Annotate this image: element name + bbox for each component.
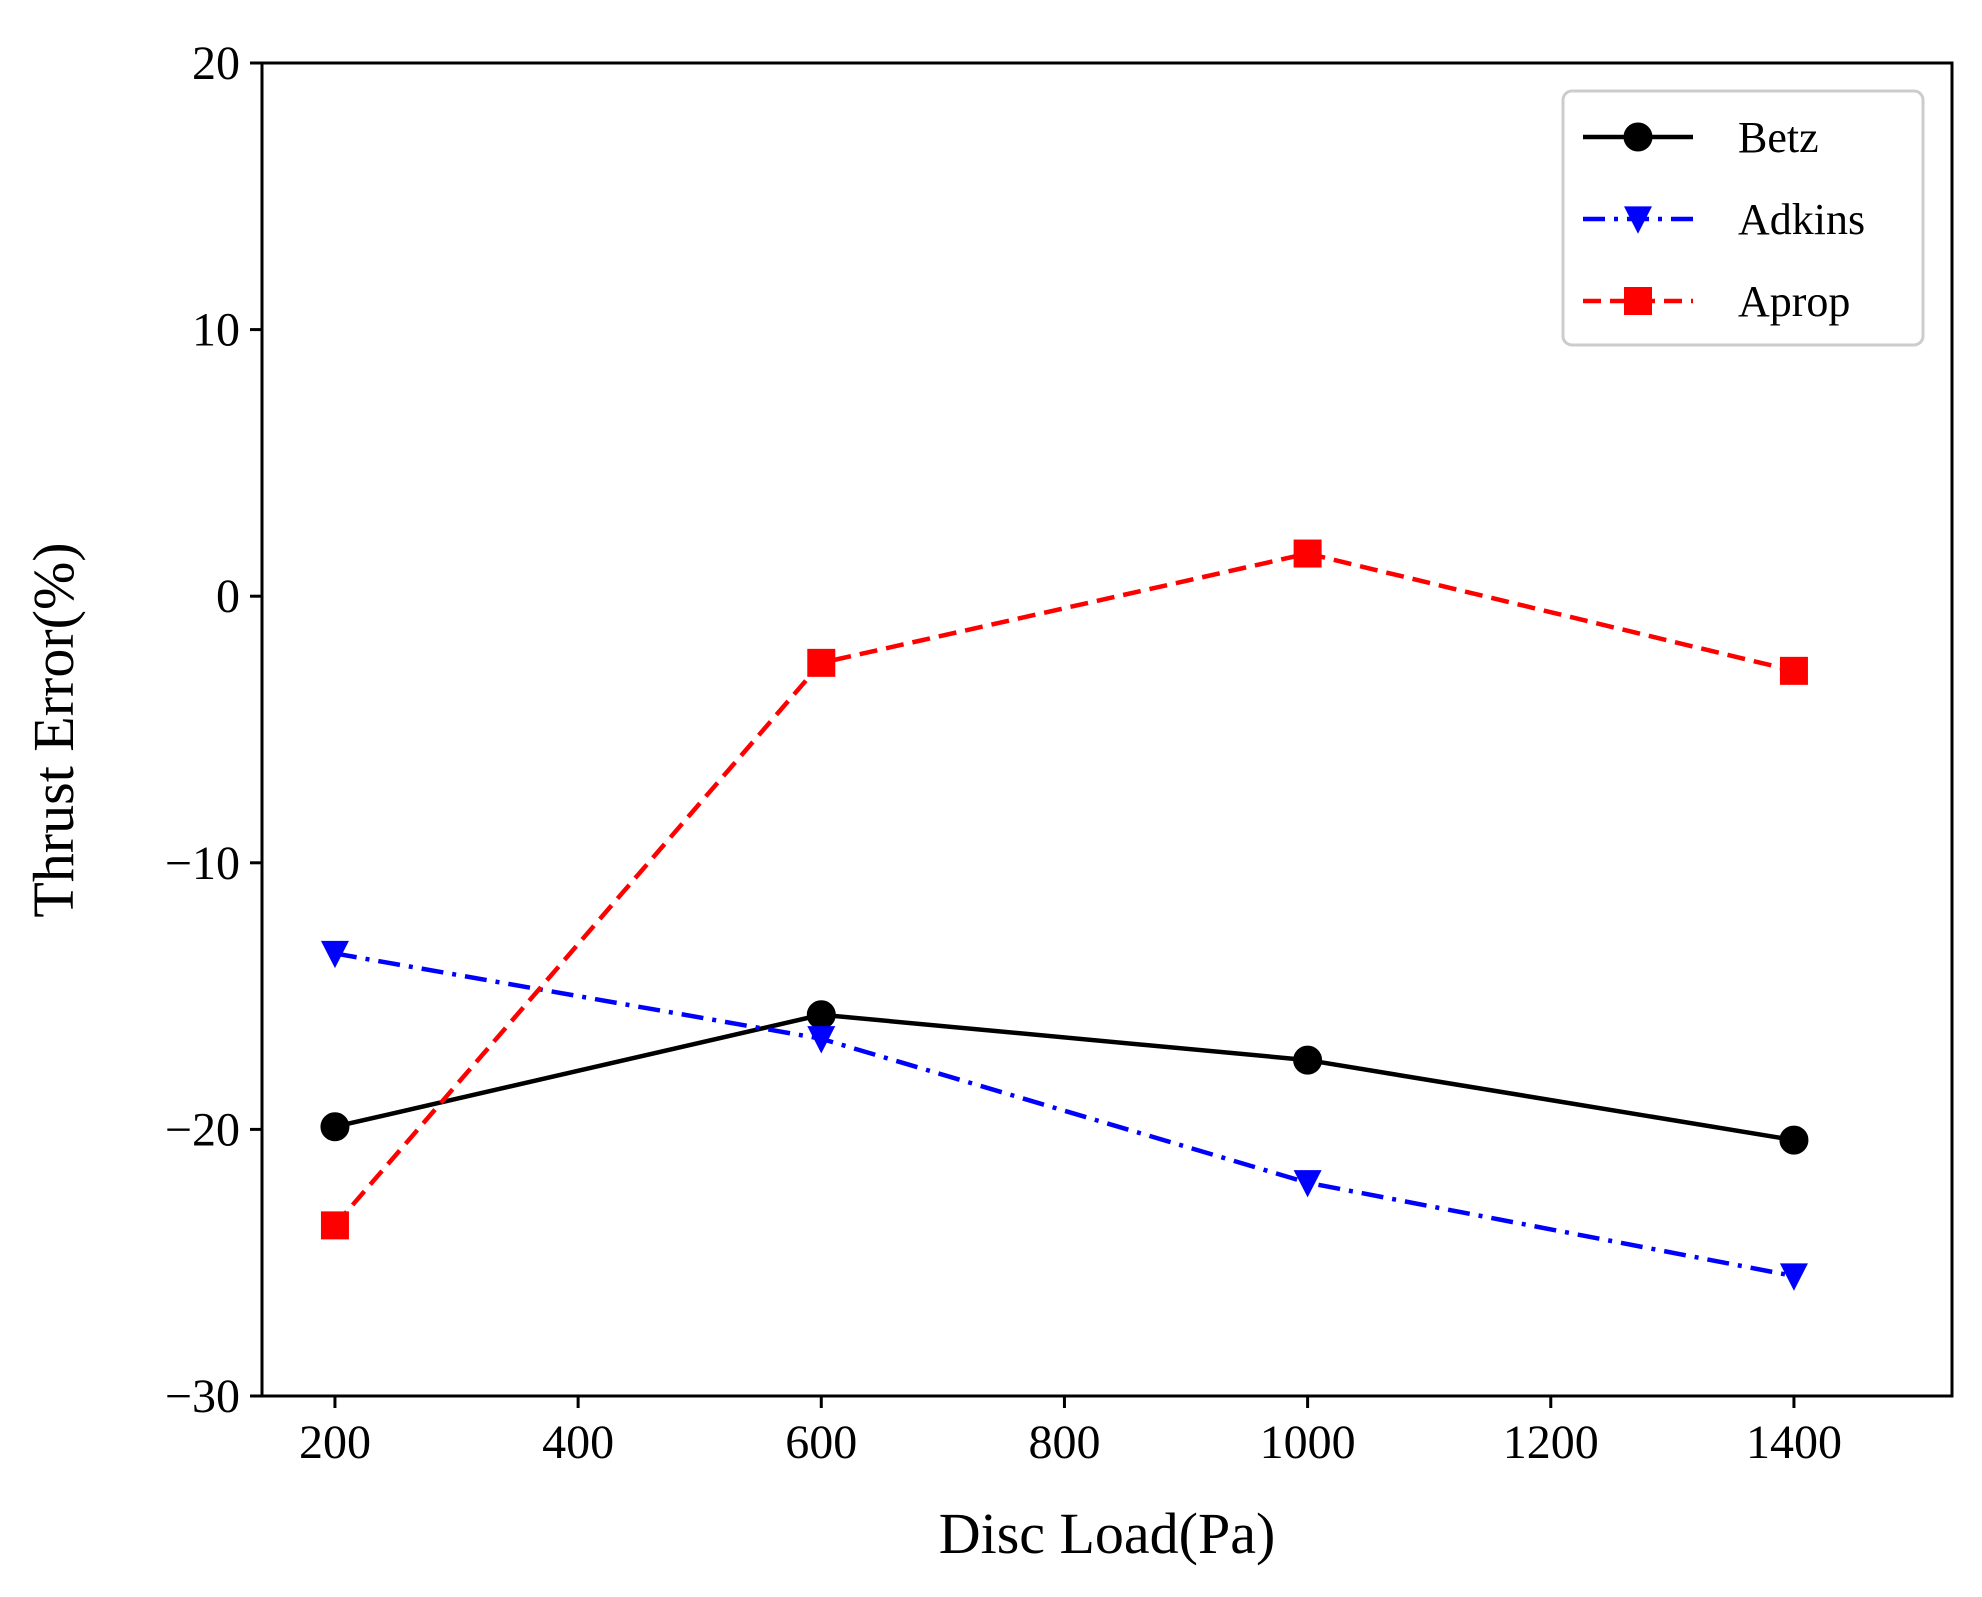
x-tick-label: 200 — [299, 1416, 371, 1469]
data-point-aprop — [320, 1211, 349, 1240]
series-adkins — [320, 940, 1808, 1291]
data-point-adkins — [320, 940, 349, 969]
series-group — [320, 539, 1809, 1291]
x-tick-label: 1200 — [1503, 1416, 1599, 1469]
legend-item-betz: Betz — [1583, 113, 1819, 162]
series-line-aprop — [333, 551, 1795, 1227]
axes-frame — [260, 61, 1954, 1398]
series-betz — [320, 1000, 1809, 1155]
data-point-betz — [1293, 1045, 1323, 1075]
legend-entries: Betz Adkins Aprop — [1583, 113, 1865, 326]
x-tick-label: 400 — [542, 1416, 614, 1469]
legend-item-aprop: Aprop — [1583, 277, 1850, 326]
data-point-betz — [1779, 1125, 1809, 1155]
data-point-adkins — [1779, 1263, 1808, 1291]
data-point-adkins — [1293, 1170, 1322, 1198]
legend: Betz Adkins Aprop — [1561, 89, 1925, 347]
y-axis: −30 −20 −10 0 10 20 — [165, 37, 262, 1423]
data-point-betz — [806, 1000, 836, 1030]
data-point-aprop — [807, 648, 836, 677]
data-point-adkins — [807, 1026, 836, 1054]
legend-marker-betz — [1623, 122, 1653, 152]
x-axis: 200 400 600 800 1000 1200 1400 — [299, 1396, 1842, 1469]
x-axis-label: Disc Load(Pa) — [939, 1501, 1276, 1566]
x-tick-label: 800 — [1028, 1416, 1100, 1469]
legend-marker-adkins — [1624, 206, 1652, 234]
y-tick-label: 0 — [216, 570, 240, 623]
legend-marker-aprop — [1624, 287, 1652, 315]
legend-item-adkins: Adkins — [1583, 195, 1865, 244]
y-tick-label: −20 — [165, 1103, 240, 1156]
legend-label-betz: Betz — [1738, 113, 1819, 162]
x-tick-label: 1400 — [1746, 1416, 1842, 1469]
y-tick-label: 10 — [192, 304, 240, 357]
data-point-aprop — [1779, 656, 1808, 685]
series-aprop — [320, 539, 1808, 1240]
y-tick-label: 20 — [192, 37, 240, 90]
series-line-adkins — [334, 951, 1795, 1279]
y-tick-label: −10 — [165, 837, 240, 890]
y-tick-label: −30 — [165, 1370, 240, 1423]
data-point-aprop — [1293, 539, 1322, 568]
legend-label-adkins: Adkins — [1738, 195, 1865, 244]
series-line-betz — [334, 1012, 1795, 1143]
legend-label-aprop: Aprop — [1738, 277, 1850, 326]
legend-box — [1561, 89, 1925, 347]
y-axis-label: Thrust Error(%) — [21, 542, 86, 917]
x-tick-label: 1000 — [1260, 1416, 1356, 1469]
x-tick-label: 600 — [785, 1416, 857, 1469]
data-point-betz — [320, 1112, 350, 1142]
